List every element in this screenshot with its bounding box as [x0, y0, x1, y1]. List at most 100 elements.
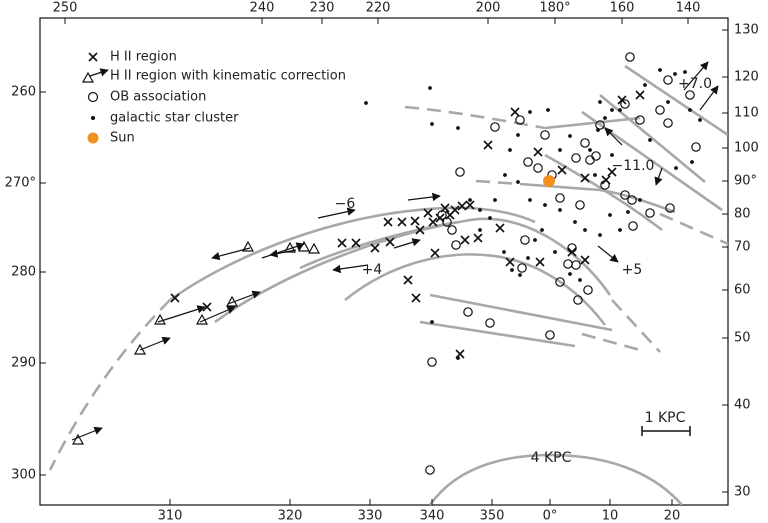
x-tick-label: 160	[610, 1, 635, 16]
ob-marker	[567, 243, 577, 253]
hii-marker	[370, 243, 380, 253]
ob-marker	[665, 203, 675, 213]
cluster-marker	[698, 118, 702, 122]
ob-marker	[463, 307, 473, 317]
cluster-marker	[573, 220, 577, 224]
hii-marker	[465, 200, 475, 210]
ob-marker	[691, 142, 701, 152]
cluster-marker	[568, 272, 572, 276]
ob-marker	[685, 90, 695, 100]
cluster-marker	[674, 166, 678, 170]
ob-marker	[595, 120, 605, 130]
cluster-marker	[546, 108, 550, 112]
ob-marker	[490, 122, 500, 132]
x-tick-label: 330	[358, 509, 383, 523]
cluster-marker	[673, 72, 677, 76]
ob-marker	[447, 225, 457, 235]
y-tick-label: 290	[11, 356, 36, 371]
hii-marker	[557, 165, 567, 175]
ob-marker	[427, 357, 437, 367]
hii-marker	[580, 173, 590, 183]
ob-marker	[663, 118, 673, 128]
hii-marker	[473, 233, 483, 243]
ob-marker	[583, 285, 593, 295]
cluster-marker	[456, 356, 460, 360]
hii-marker	[415, 225, 425, 235]
ob-marker	[600, 180, 610, 190]
ob-marker	[580, 138, 590, 148]
ob-marker	[625, 52, 635, 62]
x-tick-label: 200	[476, 1, 501, 16]
ob-marker	[451, 240, 461, 250]
markers	[71, 52, 719, 475]
hii-marker	[580, 255, 590, 265]
x-tick-label: 340	[420, 509, 445, 523]
hii-marker	[170, 293, 180, 303]
legend-label: H II region with kinematic correction	[110, 69, 346, 84]
y-tick-label: 100	[734, 141, 759, 156]
ob-marker	[585, 155, 595, 165]
ob-marker	[575, 200, 585, 210]
hii-marker	[460, 235, 470, 245]
cluster-marker	[518, 273, 522, 277]
legend-label: H II region	[110, 50, 177, 65]
cluster-marker	[430, 122, 434, 126]
y-tick-label: 90°	[734, 174, 757, 189]
ob-marker	[455, 167, 465, 177]
hii-kin-marker	[71, 433, 85, 445]
velocity-arrow	[261, 242, 305, 259]
y-tick-label: 270°	[5, 176, 36, 191]
cluster-marker	[478, 228, 482, 232]
ob-marker	[627, 195, 637, 205]
y-tick-label: 300	[11, 468, 36, 483]
annotation: +4	[362, 262, 383, 278]
y-tick-label: 50	[734, 331, 751, 346]
hii-kin-marker	[307, 242, 321, 254]
cluster-marker	[558, 208, 562, 212]
cluster-marker	[610, 108, 614, 112]
cluster-marker	[516, 133, 520, 137]
velocity-arrow	[199, 306, 236, 323]
velocity-arrow	[699, 85, 719, 111]
ob-marker	[517, 263, 527, 273]
cluster-marker	[596, 128, 600, 132]
hii-marker	[430, 248, 440, 258]
cluster-marker	[493, 198, 497, 202]
cluster-marker	[603, 116, 607, 120]
annotation: +7.0	[678, 76, 712, 92]
velocity-arrow	[71, 426, 103, 441]
velocity-arrow	[597, 245, 619, 263]
ob-marker	[437, 210, 447, 220]
ob-marker	[571, 260, 581, 270]
cluster-marker	[638, 198, 642, 202]
y-tick-label: 130	[734, 23, 759, 38]
ob-marker	[573, 295, 583, 305]
velocity-arrow	[269, 249, 297, 258]
cluster-marker	[533, 238, 537, 242]
cluster-marker	[456, 126, 460, 130]
hii-marker	[411, 293, 421, 303]
ob-marker	[591, 151, 601, 161]
cluster-marker	[478, 208, 482, 212]
ob-marker	[533, 163, 543, 173]
hii-marker	[457, 201, 467, 211]
y-tick-label: 60	[734, 283, 751, 298]
y-tick-label: 70	[734, 240, 751, 255]
cluster-marker	[643, 83, 647, 87]
cluster-marker	[558, 148, 562, 152]
hii-marker	[635, 90, 645, 100]
annotation: +5	[622, 262, 643, 278]
ob-marker	[545, 330, 555, 340]
hii-marker	[383, 217, 393, 227]
x-tick-label: 10	[602, 509, 619, 523]
x-tick-label: 240	[250, 1, 275, 16]
y-tick-label: 280	[11, 265, 36, 280]
hii-marker	[337, 238, 347, 248]
hii-marker	[617, 95, 627, 105]
x-tick-label: 250	[53, 1, 78, 16]
ob-marker	[635, 115, 645, 125]
ob-marker	[620, 190, 630, 200]
cluster-marker	[690, 160, 694, 164]
x-tick-label: 220	[366, 1, 391, 16]
